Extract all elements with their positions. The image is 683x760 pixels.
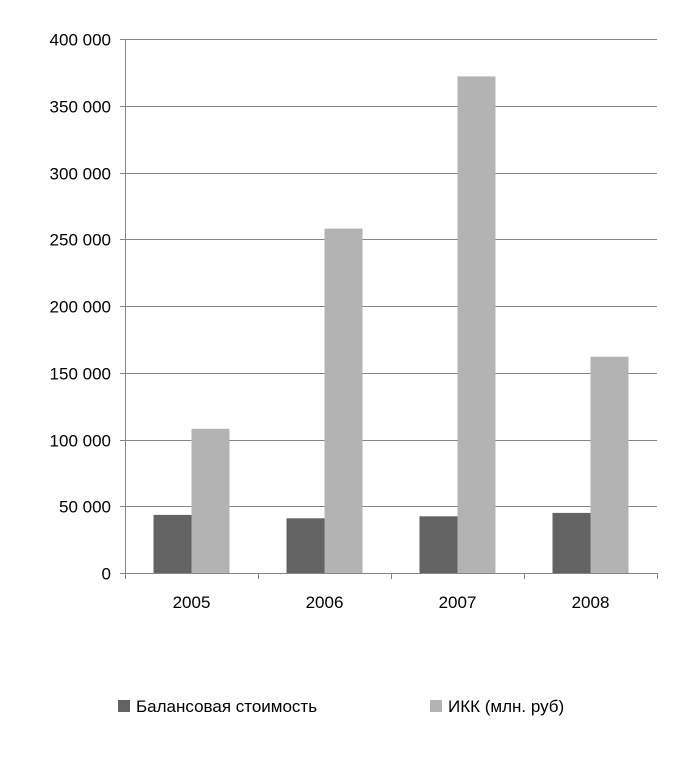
y-tick-label: 150 000 xyxy=(50,365,111,384)
x-tick-label: 2008 xyxy=(572,593,610,612)
legend: Балансовая стоимость ИКК (млн. руб) xyxy=(118,697,564,716)
legend-label-series-2: ИКК (млн. руб) xyxy=(448,697,564,716)
legend-swatch-series-2 xyxy=(430,700,442,712)
x-tick-labels: 2005 2006 2007 2008 xyxy=(173,593,610,612)
x-tick-label: 2007 xyxy=(439,593,477,612)
bar-2008-series-1 xyxy=(552,512,591,573)
x-tick-label: 2005 xyxy=(173,593,211,612)
y-tick-label: 200 000 xyxy=(50,298,111,317)
x-tick-label: 2006 xyxy=(306,593,344,612)
legend-label-series-1: Балансовая стоимость xyxy=(136,697,317,716)
y-tick-label: 250 000 xyxy=(50,231,111,250)
bar-2005-series-1 xyxy=(153,514,192,573)
bar-2007-series-1 xyxy=(419,516,458,573)
y-tick-label: 400 000 xyxy=(50,31,111,50)
y-tick-label: 50 000 xyxy=(59,498,111,517)
y-tick-label: 0 xyxy=(102,565,111,584)
y-tick-labels: 0 50 000 100 000 150 000 200 000 250 000 300 0… xyxy=(50,31,111,584)
y-tick-label: 350 000 xyxy=(50,98,111,117)
legend-swatch-series-1 xyxy=(118,700,130,712)
bar-2006-series-1 xyxy=(286,518,325,573)
bar-2006-series-2 xyxy=(324,228,363,573)
y-tick-label: 300 000 xyxy=(50,165,111,184)
bar-2005-series-2 xyxy=(191,428,230,573)
bar-2007-series-2 xyxy=(457,76,496,574)
axes xyxy=(120,39,658,579)
bars xyxy=(153,76,629,574)
bar-2008-series-2 xyxy=(590,356,629,573)
y-tick-label: 100 000 xyxy=(50,432,111,451)
